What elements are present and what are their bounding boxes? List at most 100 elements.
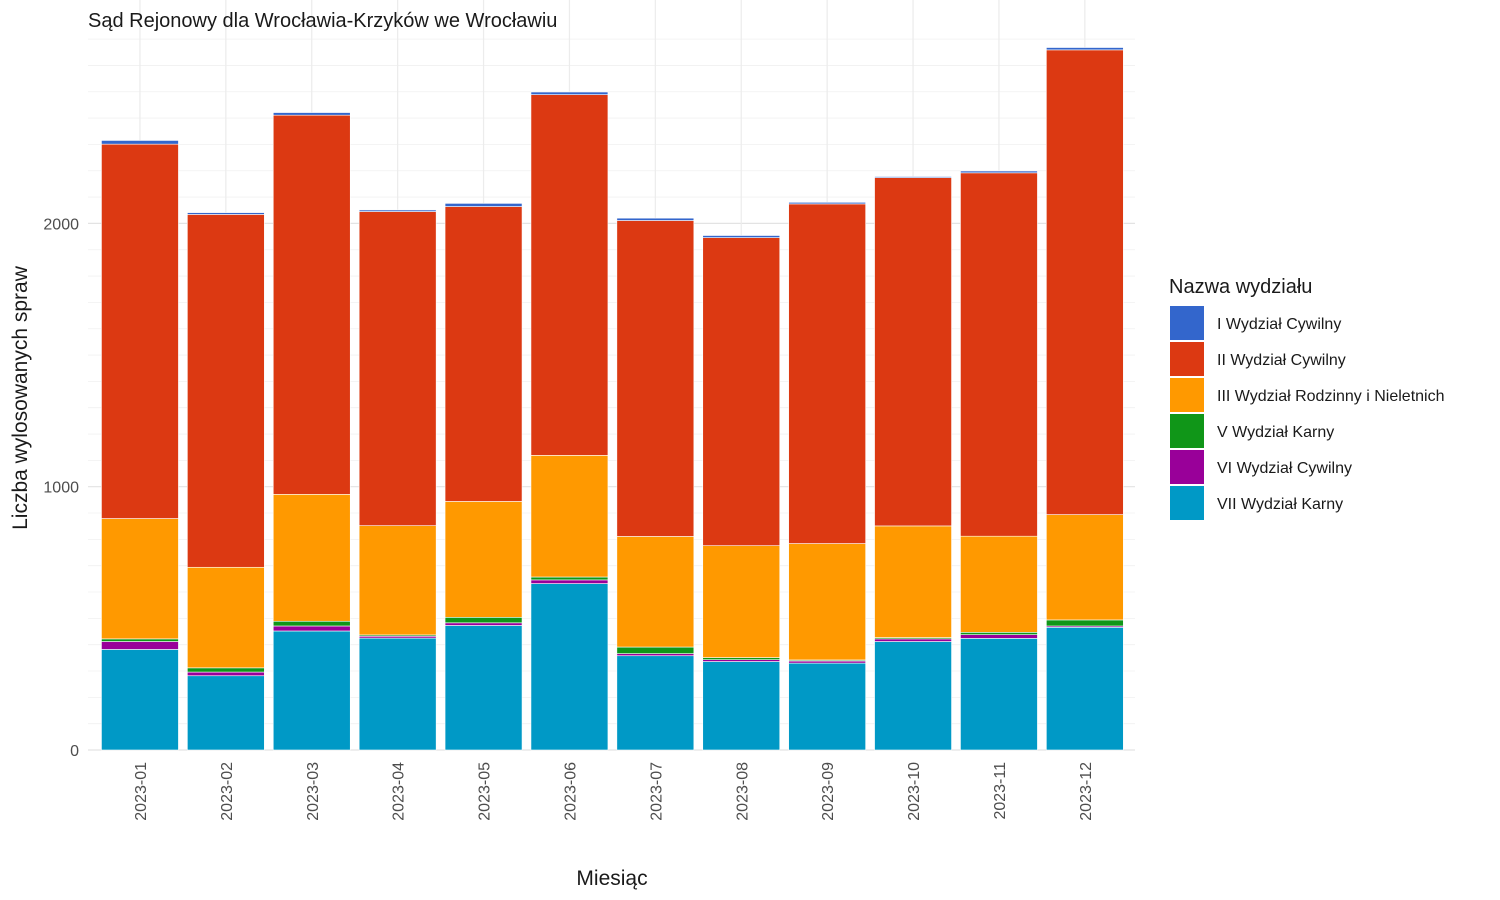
- legend-title: Nazwa wydziału: [1169, 276, 1312, 298]
- bar-segment-2023-12-i: [1046, 47, 1124, 51]
- bar-segment-2023-01-iii: [101, 518, 179, 640]
- bar-segment-2023-01-vi: [101, 641, 179, 650]
- x-tick-label: 2023-02: [219, 762, 236, 821]
- bar-segment-2023-06-iii: [530, 455, 609, 578]
- bar-segment-2023-08-iii: [702, 545, 781, 658]
- bar-segment-2023-01-i: [101, 140, 179, 145]
- bar-segment-2023-07-i: [616, 217, 695, 221]
- bar-segment-2023-08-v: [702, 657, 781, 660]
- bar-segment-2023-11-i: [960, 170, 1038, 174]
- bar-segment-2023-02-v: [187, 667, 265, 673]
- bar-segment-2023-02-vii: [187, 675, 265, 751]
- bar-segment-2023-10-i: [874, 176, 952, 178]
- bar-segment-2023-10-ii: [874, 177, 952, 527]
- bar-segment-2023-06-vii: [530, 583, 609, 751]
- bar-segment-2023-02-iii: [187, 566, 265, 669]
- bar-segment-2023-02-ii: [187, 214, 265, 568]
- legend-label: V Wydział Karny: [1217, 424, 1334, 441]
- bar-segment-2023-09-vi: [788, 660, 866, 664]
- bar-segment-2023-03-iii: [272, 494, 351, 622]
- legend-swatch: [1170, 414, 1204, 448]
- bar-segment-2023-04-iii: [358, 525, 437, 636]
- x-tick-label: 2023-10: [906, 762, 923, 821]
- bar-segment-2023-09-vii: [788, 662, 866, 751]
- bar-segment-2023-07-vi: [616, 653, 695, 657]
- bar-segment-2023-08-vii: [702, 661, 781, 751]
- bar-segment-2023-01-v: [101, 638, 179, 642]
- x-tick-label: 2023-01: [133, 762, 150, 821]
- bar-segment-2023-03-vii: [272, 630, 351, 751]
- x-axis-ticks: 2023-01 2023-02 2023-03 2023-04 2023-05 2023-…: [133, 762, 1095, 821]
- bar-segment-2023-08-i: [702, 235, 781, 238]
- bar-segment-2023-11-v: [960, 632, 1038, 635]
- x-tick-label: 2023-07: [648, 762, 665, 821]
- x-tick-label: 2023-08: [734, 762, 751, 821]
- legend-label: II Wydział Cywilny: [1217, 352, 1346, 369]
- x-axis-title: Miesiąc: [576, 867, 647, 890]
- bar-segment-2023-04-ii: [358, 211, 437, 526]
- bar-segment-2023-09-i: [788, 202, 866, 205]
- legend-label: I Wydział Cywilny: [1217, 316, 1341, 333]
- x-tick-label: 2023-06: [562, 762, 579, 821]
- bar-segment-2023-03-vi: [272, 625, 351, 632]
- bar-segment-2023-08-ii: [702, 237, 781, 546]
- bar-segment-2023-03-i: [272, 112, 351, 116]
- bar-segment-2023-04-i: [358, 209, 437, 212]
- bar-segment-2023-07-v: [616, 646, 695, 654]
- bar-segment-2023-03-ii: [272, 114, 351, 495]
- bar-segment-2023-12-v: [1046, 619, 1124, 627]
- x-tick-label: 2023-03: [305, 762, 322, 821]
- bar-segment-2023-12-iii: [1046, 514, 1124, 621]
- bar-segment-2023-12-vii: [1046, 627, 1124, 751]
- y-axis-ticks: 0 1000 2000: [43, 216, 79, 760]
- bar-segment-2023-05-iii: [444, 501, 523, 618]
- legend-swatch: [1170, 342, 1204, 376]
- legend-swatch: [1170, 486, 1204, 520]
- y-tick-label: 0: [70, 743, 79, 760]
- x-tick-label: 2023-04: [391, 762, 408, 821]
- bars: [101, 47, 1124, 751]
- legend-label: VI Wydział Cywilny: [1217, 460, 1352, 477]
- bar-segment-2023-07-ii: [616, 220, 695, 537]
- bar-segment-2023-07-vii: [616, 655, 695, 751]
- y-axis-title: Liczba wylosowanych spraw: [9, 265, 32, 530]
- bar-segment-2023-11-ii: [960, 172, 1038, 537]
- chart-title: Sąd Rejonowy dla Wrocławia-Krzyków we Wr…: [88, 10, 557, 32]
- legend-swatch: [1170, 450, 1204, 484]
- x-tick-label: 2023-12: [1078, 762, 1095, 821]
- bar-segment-2023-07-iii: [616, 536, 695, 648]
- bar-segment-2023-06-ii: [530, 94, 609, 456]
- bar-segment-2023-05-vi: [444, 622, 523, 626]
- y-tick-label: 2000: [43, 216, 79, 233]
- x-tick-label: 2023-09: [820, 762, 837, 821]
- bar-segment-2023-01-vii: [101, 649, 179, 751]
- bar-segment-2023-11-iii: [960, 535, 1038, 633]
- bar-segment-2023-05-i: [444, 203, 523, 207]
- bar-segment-2023-02-i: [187, 212, 265, 215]
- y-tick-label: 1000: [43, 480, 79, 497]
- bar-segment-2023-12-ii: [1046, 49, 1124, 515]
- legend-label: VII Wydział Karny: [1217, 496, 1343, 513]
- bar-segment-2023-09-ii: [788, 203, 866, 544]
- bar-segment-2023-05-ii: [444, 206, 523, 502]
- bar-segment-2023-06-i: [530, 91, 609, 95]
- bar-segment-2023-06-vi: [530, 579, 609, 584]
- bar-segment-2023-10-iii: [874, 525, 952, 638]
- bar-segment-2023-11-vii: [960, 638, 1038, 751]
- bar-segment-2023-04-vii: [358, 637, 437, 751]
- legend-label: III Wydział Rodzinny i Nieletnich: [1217, 388, 1445, 405]
- bar-segment-2023-02-vi: [187, 671, 265, 677]
- bar-segment-2023-06-v: [530, 576, 609, 581]
- bar-segment-2023-01-ii: [101, 143, 179, 519]
- bar-segment-2023-10-vii: [874, 641, 952, 751]
- legend-swatch: [1170, 306, 1204, 340]
- x-tick-label: 2023-05: [477, 762, 494, 821]
- bar-segment-2023-05-vii: [444, 625, 523, 751]
- x-tick-label: 2023-11: [992, 762, 1009, 820]
- bar-segment-2023-03-v: [272, 620, 351, 627]
- bar-segment-2023-10-vi: [874, 638, 952, 642]
- bar-segment-2023-09-iii: [788, 543, 866, 661]
- bar-segment-2023-05-v: [444, 616, 523, 624]
- legend-swatch: [1170, 378, 1204, 412]
